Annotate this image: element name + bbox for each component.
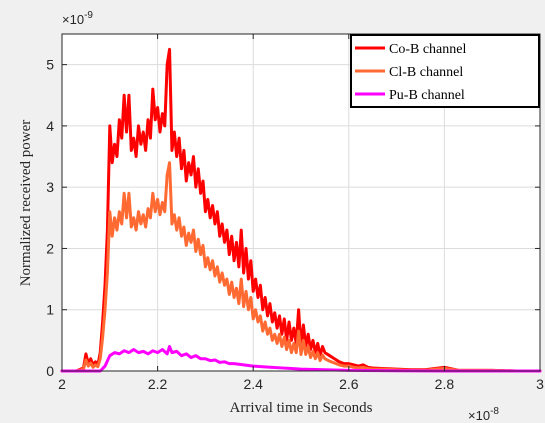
x-tick-label: 2.6	[339, 376, 359, 392]
y-tick-label: 3	[46, 179, 54, 195]
series-lines	[60, 47, 542, 373]
x-tick-label: 2	[58, 376, 66, 392]
y-tick-label: 2	[46, 240, 54, 256]
y-tick-label: 4	[46, 118, 54, 134]
legend: Co-B channel Cl-B channel Pu-B channel	[350, 34, 540, 108]
x-tick-label: 2.8	[435, 376, 455, 392]
plot-frame	[61, 33, 541, 372]
y-tick-label: 5	[46, 57, 54, 73]
x-tick-label: 2.4	[243, 376, 263, 392]
legend-entry-cl-b-channel-label: Cl-B channel	[389, 65, 463, 80]
y-axis-label: Normalized received power	[18, 120, 34, 287]
x-axis-label: Arrival time in Seconds	[230, 400, 373, 416]
legend-entry-co-b-channel-label: Co-B channel	[389, 42, 466, 57]
series-line-pu-b-channel	[60, 344, 542, 373]
y-tick-label: 1	[46, 302, 54, 318]
x-multiplier-label: ×10-8	[468, 406, 499, 423]
y-tick-label: 0	[46, 363, 54, 379]
legend-entry-pu-b-channel-label: Pu-B channel	[389, 88, 465, 103]
series-line-cl-b-channel	[60, 161, 542, 373]
y-multiplier-label: ×10-9	[62, 10, 93, 27]
x-tick-label: 3	[536, 376, 544, 392]
axis-ticks: 2 2.2 2.4 2.6 2.8 3 0 1 2 3 4 5	[46, 34, 544, 392]
series-line-co-b-channel	[60, 47, 542, 373]
x-tick-label: 2.2	[148, 376, 168, 392]
